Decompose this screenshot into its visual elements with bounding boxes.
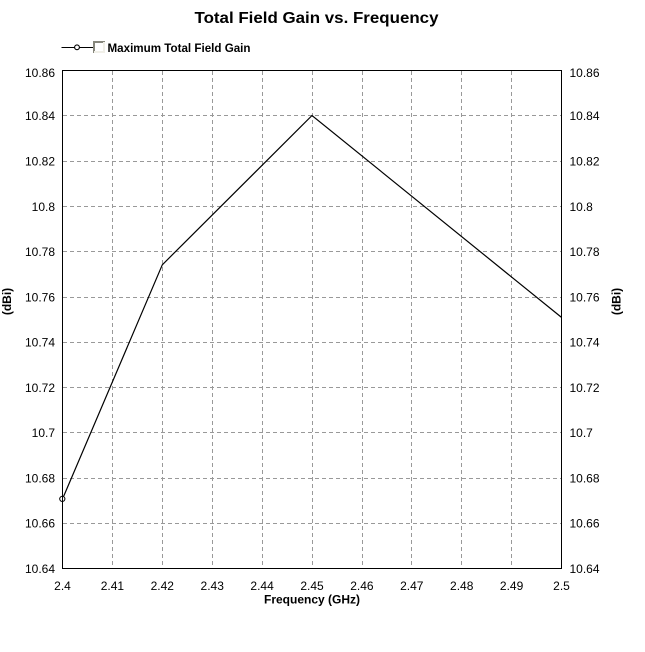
svg-text:10.8: 10.8 xyxy=(32,200,56,214)
svg-text:10.68: 10.68 xyxy=(570,471,600,485)
svg-text:2.43: 2.43 xyxy=(201,579,225,593)
svg-text:Frequency (GHz): Frequency (GHz) xyxy=(264,593,360,607)
svg-text:10.82: 10.82 xyxy=(570,155,600,169)
svg-text:10.64: 10.64 xyxy=(25,562,55,576)
svg-text:2.46: 2.46 xyxy=(350,579,374,593)
svg-text:10.7: 10.7 xyxy=(32,426,56,440)
svg-text:2.5: 2.5 xyxy=(553,579,570,593)
svg-text:10.74: 10.74 xyxy=(25,336,55,350)
svg-text:2.48: 2.48 xyxy=(450,579,474,593)
svg-text:10.66: 10.66 xyxy=(25,517,55,531)
svg-text:(dBi): (dBi) xyxy=(0,288,14,315)
svg-text:2.47: 2.47 xyxy=(400,579,424,593)
svg-text:10.74: 10.74 xyxy=(570,336,600,350)
svg-text:10.7: 10.7 xyxy=(570,426,594,440)
svg-text:10.76: 10.76 xyxy=(25,290,55,304)
svg-text:10.86: 10.86 xyxy=(570,66,600,80)
svg-text:10.76: 10.76 xyxy=(570,290,600,304)
svg-text:2.42: 2.42 xyxy=(151,579,175,593)
svg-text:2.49: 2.49 xyxy=(500,579,524,593)
svg-text:10.84: 10.84 xyxy=(570,109,600,123)
svg-text:2.41: 2.41 xyxy=(101,579,125,593)
svg-text:10.86: 10.86 xyxy=(25,66,55,80)
svg-text:10.64: 10.64 xyxy=(570,562,600,576)
svg-text:Total Field Gain vs. Frequency: Total Field Gain vs. Frequency xyxy=(195,10,439,27)
svg-text:10.82: 10.82 xyxy=(25,155,55,169)
svg-text:2.45: 2.45 xyxy=(300,579,324,593)
svg-text:10.78: 10.78 xyxy=(25,245,55,259)
svg-text:10.78: 10.78 xyxy=(570,245,600,259)
svg-text:2.44: 2.44 xyxy=(250,579,274,593)
svg-text:Maximum Total Field Gain: Maximum Total Field Gain xyxy=(108,41,251,55)
svg-text:10.72: 10.72 xyxy=(25,381,55,395)
svg-text:10.72: 10.72 xyxy=(570,381,600,395)
svg-text:10.84: 10.84 xyxy=(25,109,55,123)
svg-text:2.4: 2.4 xyxy=(54,579,71,593)
svg-text:10.66: 10.66 xyxy=(570,517,600,531)
svg-text:10.8: 10.8 xyxy=(570,200,594,214)
svg-text:(dBi): (dBi) xyxy=(610,288,624,315)
svg-text:10.68: 10.68 xyxy=(25,471,55,485)
